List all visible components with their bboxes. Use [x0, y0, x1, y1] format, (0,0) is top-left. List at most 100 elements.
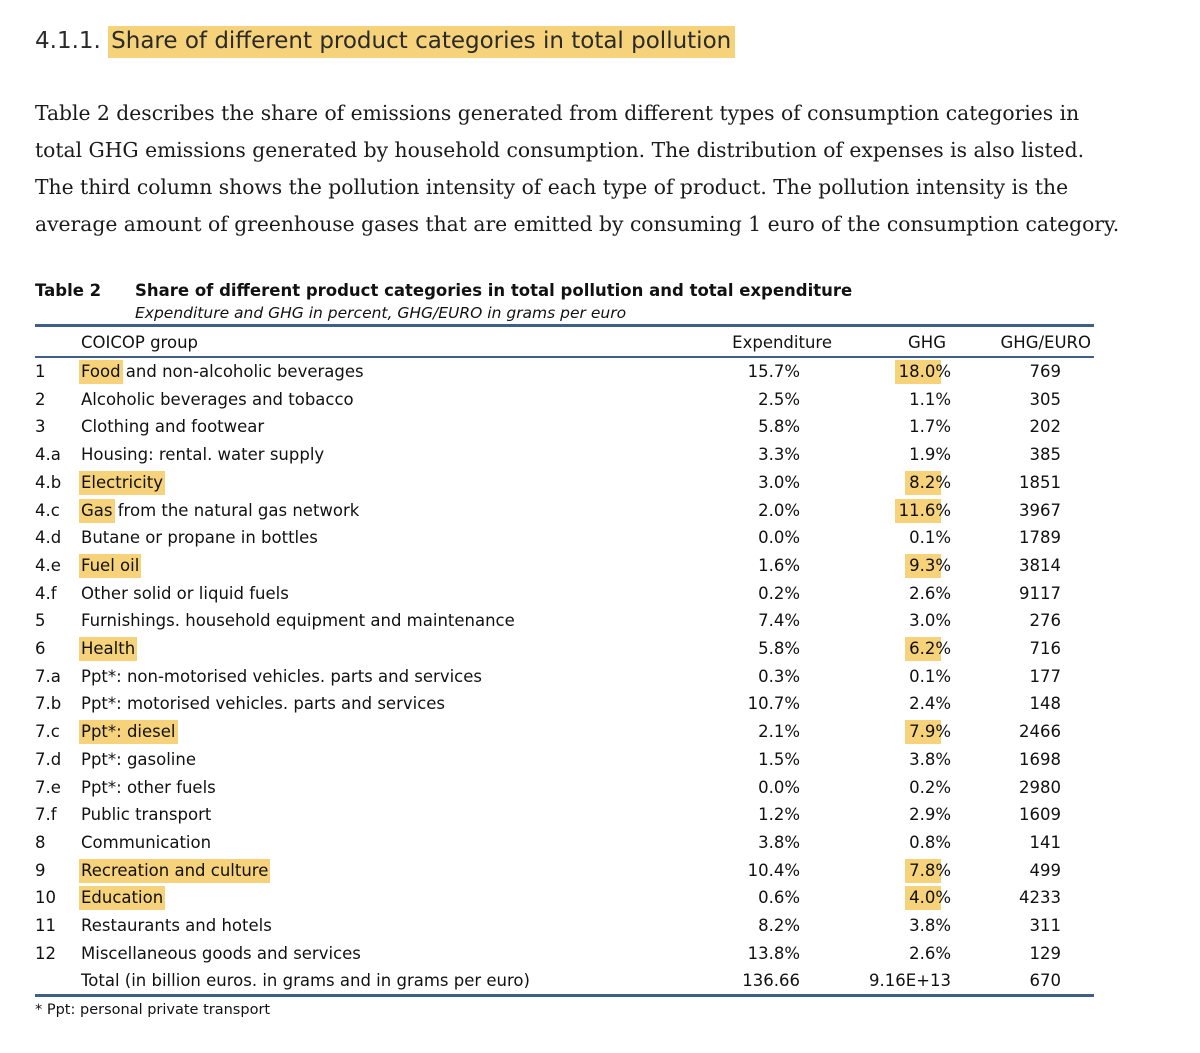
highlight-group: [79, 637, 138, 661]
table-row: 7.f Public transport 1.2% 2.9% 1609: [0, 801, 1200, 828]
highlight-ghg: [905, 886, 941, 911]
table-row: 8 Communication 3.8% 0.8% 141: [0, 829, 1200, 856]
row-ghg: 18.0%: [898, 362, 951, 381]
row-ghg-euro: 3967: [1019, 500, 1061, 520]
row-expenditure: 5.8%: [758, 417, 800, 437]
highlight-ghg: [905, 637, 941, 661]
section-heading: 4.1.1. Share of different product catego…: [35, 26, 736, 58]
row-ghg: 9.16E+13: [869, 971, 951, 991]
row-group: Housing: rental. water supply: [81, 445, 325, 465]
table-row: 11 Restaurants and hotels 8.2% 3.8% 311: [0, 912, 1200, 939]
row-group: Alcoholic beverages and tobacco: [81, 389, 354, 409]
row-ghg-euro: 202: [1029, 417, 1062, 437]
row-ghg-euro: 3814: [1019, 555, 1061, 575]
highlight-group: [79, 720, 178, 745]
highlight-ghg: [905, 553, 941, 578]
row-expenditure: 136.66: [742, 971, 800, 991]
row-ghg-euro: 1851: [1019, 472, 1061, 492]
row-ghg: 11.6%: [898, 500, 951, 520]
table-header-row: COICOP group Expenditure GHG GHG/EURO: [0, 329, 1200, 356]
row-number: 10: [35, 888, 56, 908]
section-title: Share of different product categories in…: [108, 26, 736, 58]
table-row: 7.d Ppt*: gasoline 1.5% 3.8% 1698: [0, 746, 1200, 773]
section-number: 4.1.1.: [35, 28, 101, 54]
row-ghg-euro: 2980: [1019, 777, 1061, 797]
row-group: Ppt*: gasoline: [81, 749, 197, 769]
row-number: 8: [35, 832, 46, 852]
row-group: Communication: [81, 832, 212, 852]
row-group: Ppt*: non-motorised vehicles. parts and …: [81, 666, 482, 686]
row-ghg: 2.4%: [909, 694, 951, 714]
row-group: Restaurants and hotels: [81, 916, 272, 935]
highlight-ghg: [894, 360, 941, 384]
row-group: Ppt*: other fuels: [81, 777, 216, 797]
column-header-ghg: GHG: [908, 333, 946, 352]
row-number: 4.d: [35, 528, 62, 548]
row-ghg: 3.8%: [909, 916, 951, 935]
highlight-group: [79, 360, 123, 384]
row-number: 4.f: [35, 583, 57, 603]
row-number: 6: [35, 639, 46, 658]
table-footnote: * Ppt: personal private transport: [35, 1002, 271, 1018]
row-expenditure: 10.7%: [747, 694, 800, 714]
row-group: Butane or propane in bottles: [81, 528, 318, 548]
row-ghg: 7.8%: [909, 860, 951, 880]
row-ghg-euro: 276: [1029, 611, 1062, 631]
row-expenditure: 0.6%: [758, 888, 800, 908]
row-ghg-euro: 141: [1029, 832, 1062, 852]
row-ghg: 4.0%: [909, 888, 951, 908]
row-number: 7.c: [35, 722, 60, 742]
row-group: Miscellaneous goods and services: [81, 943, 361, 963]
table-top-rule: [35, 324, 1094, 327]
row-ghg-euro: 1789: [1019, 528, 1061, 548]
table-header-rule: [35, 356, 1094, 358]
row-group: Education: [81, 888, 164, 908]
table-row: 4.f Other solid or liquid fuels 0.2% 2.6% 91…: [0, 580, 1200, 607]
table-row: 4.c Gas from the natural gas network 2.0% 1…: [0, 497, 1200, 524]
row-number: 7.b: [35, 694, 62, 714]
row-group: Ppt*: motorised vehicles. parts and serv…: [81, 694, 446, 714]
row-number: 7.a: [35, 666, 61, 686]
row-ghg-euro: 1698: [1019, 749, 1061, 769]
row-group: Food and non-alcoholic beverages: [81, 362, 364, 381]
table-row: 3 Clothing and footwear 5.8% 1.7% 202: [0, 413, 1200, 440]
row-ghg-euro: 148: [1029, 694, 1062, 714]
highlight-group: [79, 470, 165, 495]
highlight-group: [79, 553, 142, 578]
row-ghg: 3.8%: [909, 749, 951, 769]
row-expenditure: 7.4%: [758, 611, 800, 631]
row-expenditure: 3.0%: [758, 472, 800, 492]
row-ghg: 1.9%: [909, 445, 951, 465]
table-row: 10 Education 0.6% 4.0% 4233: [0, 884, 1200, 911]
row-ghg-euro: 9117: [1019, 583, 1061, 603]
row-ghg: 2.6%: [909, 583, 951, 603]
row-ghg-euro: 2466: [1019, 722, 1061, 742]
row-number: 4.a: [35, 445, 61, 465]
table-total-row: Total (in billion euros. in grams and in…: [0, 967, 1200, 994]
row-ghg: 0.2%: [909, 777, 951, 797]
table-row: 7.b Ppt*: motorised vehicles. parts and s…: [0, 690, 1200, 717]
row-number: 7.d: [35, 749, 62, 769]
row-group: Fuel oil: [81, 555, 140, 575]
highlight-ghg: [905, 858, 941, 883]
table-bottom-rule: [35, 994, 1094, 997]
table-row: 4.b Electricity 3.0% 8.2% 1851: [0, 469, 1200, 496]
table-row: 7.e Ppt*: other fuels 0.0% 0.2% 2980: [0, 774, 1200, 801]
row-expenditure: 0.3%: [758, 666, 800, 686]
row-ghg-euro: 670: [1029, 971, 1062, 991]
table-row: 4.d Butane or propane in bottles 0.0% 0.1% 1…: [0, 524, 1200, 551]
row-number: 4.e: [35, 555, 61, 575]
row-expenditure: 3.8%: [758, 832, 800, 852]
row-ghg: 1.7%: [909, 417, 951, 437]
row-number: 3: [35, 417, 46, 437]
row-number: 12: [35, 943, 56, 963]
row-number: 4.c: [35, 500, 60, 520]
row-number: 7.f: [35, 805, 57, 825]
row-ghg: 7.9%: [909, 722, 951, 742]
table-title: Share of different product categories in…: [135, 281, 853, 300]
row-ghg-euro: 499: [1029, 860, 1062, 880]
row-expenditure: 3.3%: [758, 445, 800, 465]
row-group: Gas from the natural gas network: [81, 500, 360, 520]
row-expenditure: 0.0%: [758, 777, 800, 797]
table-row: 4.e Fuel oil 1.6% 9.3% 3814: [0, 552, 1200, 579]
